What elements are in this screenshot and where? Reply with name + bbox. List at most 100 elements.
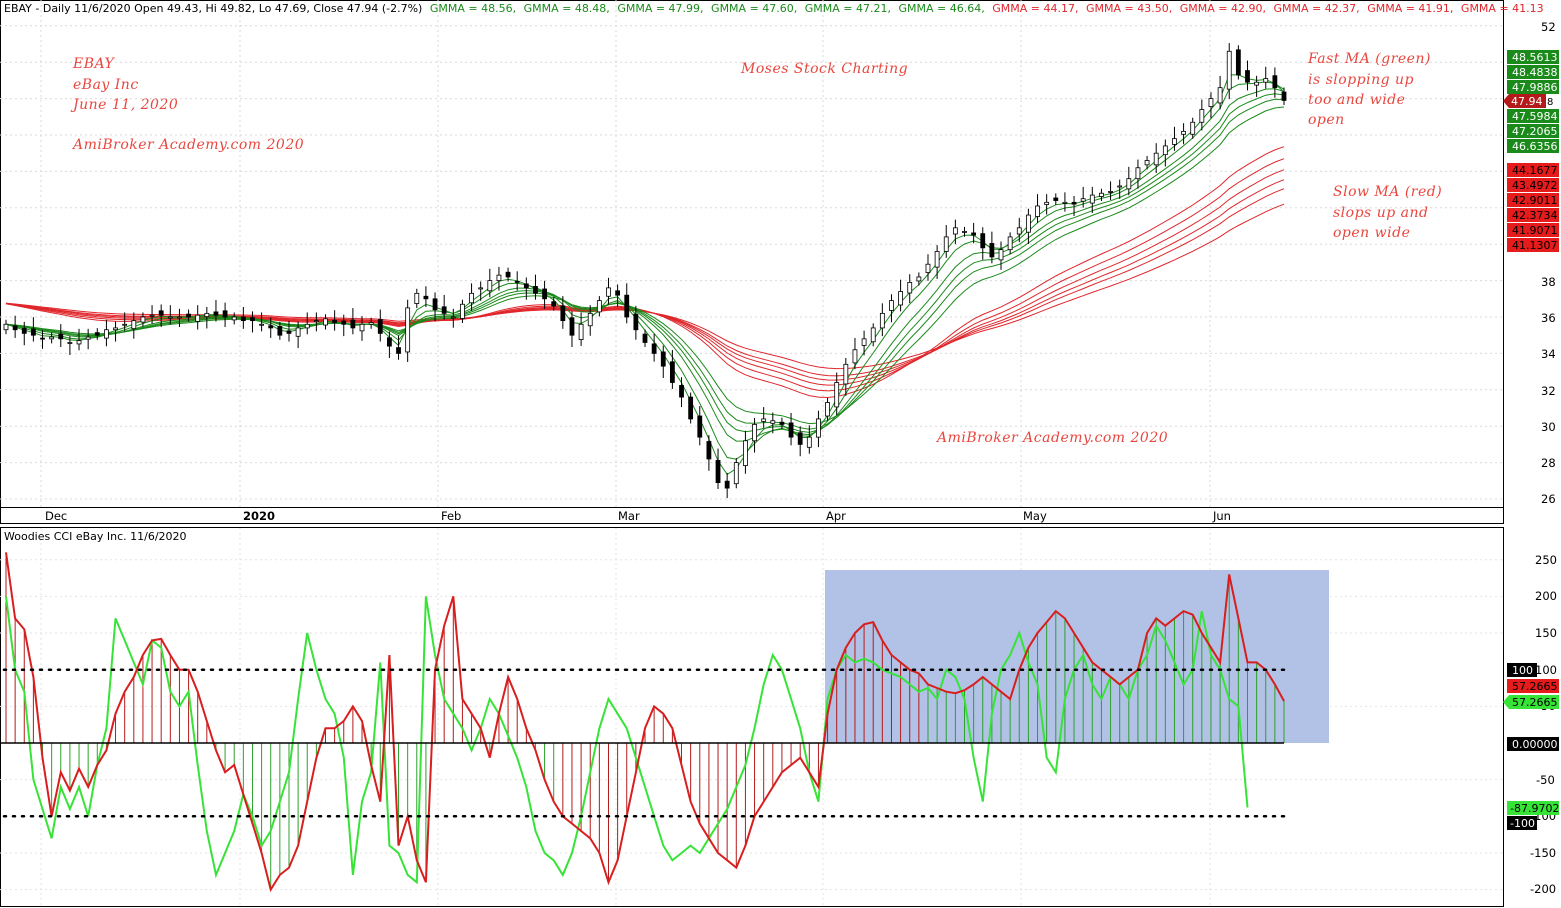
candle-body — [250, 317, 255, 322]
candle-body — [1135, 167, 1141, 180]
gmma-fast-2: GMMA = 48.48, — [524, 2, 610, 15]
gmma-slow-3: GMMA = 42.90, — [1180, 2, 1266, 15]
candle-body — [1226, 50, 1232, 90]
candle-body — [1053, 197, 1059, 201]
cci-tick-250: 250 — [1535, 553, 1557, 567]
candle-body — [843, 363, 849, 385]
gmma-slow-5: GMMA = 41.91, — [1367, 2, 1453, 15]
candle-body — [952, 227, 958, 235]
title-line-3: June 11, 2020 — [70, 97, 178, 113]
candle-body — [213, 311, 219, 316]
month-mar: Mar — [618, 509, 640, 523]
fast-ma-line-2 — [5, 81, 1285, 460]
candle-body — [1181, 130, 1186, 135]
fast-tag-1: 48.5613 — [1512, 51, 1558, 64]
candle-body — [140, 316, 146, 323]
candle-body — [231, 316, 237, 321]
candle-body — [496, 274, 502, 282]
fast-tag-5: 47.2065 — [1512, 125, 1558, 138]
fast-tag-4: 47.5984 — [1512, 110, 1558, 123]
slow-ma-line-1 — [5, 146, 1285, 399]
candle-body — [889, 300, 894, 311]
candle-body — [1099, 192, 1104, 197]
candle-body — [277, 326, 283, 336]
price-panel-frame — [0, 0, 1504, 524]
gmma-fast-5: GMMA = 47.21, — [805, 2, 891, 15]
candle-body — [1007, 236, 1013, 251]
candle-body — [67, 342, 73, 344]
slow-tag-2: 43.4972 — [1512, 179, 1558, 192]
candle-body — [1108, 191, 1113, 193]
candle-body — [131, 320, 137, 330]
candle-body — [752, 423, 757, 442]
candle-body — [40, 337, 45, 340]
candle-body — [1172, 138, 1177, 145]
slow-note-3: open wide — [1333, 225, 1410, 241]
gmma-slow-1: GMMA = 44.17, — [992, 2, 1078, 15]
candle-body — [58, 333, 64, 340]
candle-body — [432, 298, 438, 311]
candle-body — [341, 320, 347, 325]
cci-red-line — [5, 552, 1285, 893]
gmma-fast-3: GMMA = 47.99, — [617, 2, 703, 15]
candle-body — [487, 280, 493, 292]
y-tick-36: 36 — [1541, 311, 1556, 325]
credit-bottom: AmiBroker Academy.com 2020 — [935, 430, 1168, 446]
candle-body — [177, 316, 182, 319]
close-tag: 47.94 — [1511, 95, 1543, 108]
candle-body — [76, 340, 82, 345]
candle-body — [669, 361, 675, 383]
fast-ma-line-6 — [5, 106, 1285, 425]
candle-body — [569, 317, 575, 336]
candle-body — [816, 418, 821, 438]
candle-body — [642, 333, 648, 343]
slow-note-2: slops up and — [1333, 205, 1428, 221]
candle-body — [587, 312, 593, 327]
candle-body — [733, 462, 739, 485]
candle-body — [1080, 198, 1086, 202]
candle-body — [423, 295, 429, 300]
candle-body — [1235, 49, 1241, 76]
candle-body — [478, 287, 484, 290]
fast-tag-3: 47.9886 — [1512, 81, 1558, 94]
cci-lines — [5, 552, 1285, 893]
gmma-slow-2: GMMA = 43.50, — [1086, 2, 1172, 15]
candle-body — [934, 251, 940, 268]
cci-highlight-box — [825, 570, 1329, 743]
price-header-prefix: EBAY - Daily 11/6/2020 Open 49.43, Hi 49… — [4, 2, 422, 15]
close-price-tag: 47.94 8 — [1503, 94, 1553, 108]
candle-body — [21, 327, 27, 334]
candle-body — [268, 325, 274, 329]
fast-ma-line-5 — [5, 98, 1285, 430]
cci-y-axis: 250 200 150 100 50 -50 -100 -150 -200 — [1530, 553, 1557, 896]
candle-body — [907, 282, 913, 294]
candle-body — [606, 287, 611, 297]
candle-body — [998, 249, 1004, 261]
candle-body — [898, 291, 903, 306]
candle-body — [633, 313, 639, 331]
candle-body — [122, 323, 128, 326]
candle-body — [1089, 194, 1095, 204]
candle-body — [788, 422, 794, 438]
candle-body — [1208, 98, 1214, 108]
candle-body — [514, 280, 520, 283]
candle-body — [350, 319, 356, 329]
y-tick-26: 26 — [1541, 492, 1556, 506]
candle-body — [450, 316, 456, 319]
month-apr: Apr — [826, 509, 846, 523]
candle-body — [1281, 91, 1287, 101]
candle-body — [542, 288, 547, 300]
candle-body — [85, 336, 91, 340]
candle-body — [697, 415, 703, 438]
candle-body — [852, 349, 858, 364]
slow-tag-6: 41.1307 — [1512, 239, 1558, 252]
candle-body — [989, 243, 995, 258]
candle-body — [158, 310, 164, 316]
slow-ma-ribbon — [5, 146, 1285, 399]
candle-body — [806, 436, 812, 448]
fast-ma-line-3 — [5, 88, 1285, 442]
candle-body — [715, 460, 721, 484]
fast-ma-line-4 — [5, 93, 1285, 433]
y-tick-52: 52 — [1541, 20, 1556, 34]
candle-body — [761, 418, 767, 422]
